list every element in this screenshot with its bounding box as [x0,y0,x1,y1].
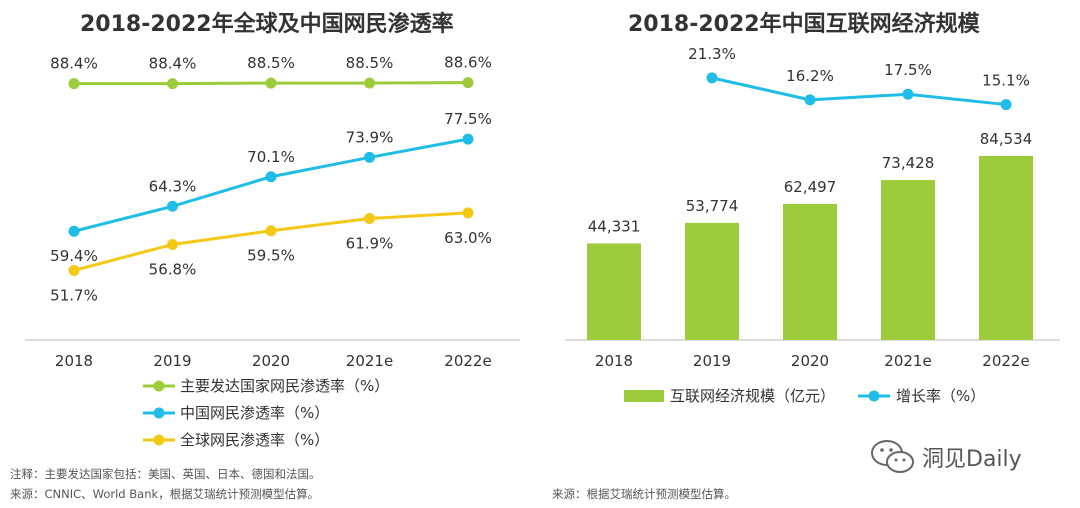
left-chart-title: 2018-2022年全球及中国网民渗透率 [80,12,454,37]
legend-growth-label: 增长率（%） [896,387,985,405]
bar-2 [783,203,837,340]
x-tick-0: 2018 [595,352,633,370]
series-1-label-0: 59.4% [50,247,98,265]
growth-label-1: 21.3% [688,45,736,63]
x-tick-1: 2019 [153,352,191,370]
series-1-label-2: 70.1% [247,148,295,166]
growth-line [711,76,1007,107]
series-0-label-3: 88.5% [346,54,394,72]
series-0-point-1 [167,78,178,90]
series-2-point-2 [265,225,277,237]
legend-label-0: 主要发达国家网民渗透率（%） [180,377,389,395]
right-bar-chart: 44,331 53,774 62,497 73,428 84,534 21.3% 16.2%… [565,45,1060,405]
legend-bar-swatch [624,390,664,402]
x-tick-2: 2020 [252,352,290,370]
series-2-label-2: 59.5% [247,247,295,265]
growth-label-3: 17.5% [884,61,932,79]
x-tick-0: 2018 [55,352,93,370]
growth-point-4 [1000,99,1012,111]
x-tick-3: 2021e [884,352,931,370]
bar-4 [979,155,1033,340]
series-0-label-2: 88.5% [247,54,295,72]
growth-point-1 [706,72,718,84]
series-2-label-0: 51.7% [50,286,98,304]
series-1-point-0 [68,225,80,237]
legend-marker-0 [153,380,165,392]
x-tick-4: 2022e [444,352,491,370]
growth-point-2 [804,94,816,106]
watermark: 洞见Daily [870,438,1022,476]
bar-0 [587,243,641,340]
series-0-label-0: 88.4% [50,55,98,73]
bar-label-2: 62,497 [784,178,837,196]
wechat-icon [871,440,914,473]
legend-growth-marker [868,390,880,402]
x-tick-4: 2022e [982,352,1029,370]
series-2-label-1: 56.8% [149,260,197,278]
bar-label-1: 53,774 [686,197,739,215]
legend-label-1: 中国网民渗透率（%） [180,404,329,422]
left-line-chart: 88.4% 88.4% 88.5% 88.5% 88.6% 59.4% 64.3% 70.1%… [25,54,520,449]
left-note-1: 注释：主要发达国家包括：美国、英国、日本、德国和法国。 [10,467,321,481]
bar-label-4: 84,534 [980,130,1033,148]
x-tick-3: 2021e [346,352,393,370]
series-1-point-3 [364,151,375,163]
series-0-label-1: 88.4% [149,55,197,73]
series-1-point-1 [167,200,178,212]
series-0-label-4: 88.6% [444,54,492,72]
legend-marker-2 [153,434,165,446]
bar-3 [881,180,935,340]
watermark-text: 洞见Daily [922,447,1022,472]
series-0-point-4 [462,77,474,89]
series-1-point-2 [265,171,277,183]
series-0-point-0 [68,78,80,90]
series-2-point-4 [462,207,474,219]
right-note: 来源：根据艾瑞统计预测模型估算。 [552,487,736,501]
growth-point-3 [902,88,914,100]
bar-label-0: 44,331 [588,217,641,235]
series-2-point-3 [364,213,375,225]
bar-label-3: 73,428 [882,154,935,172]
legend-label-2: 全球网民渗透率（%） [180,431,329,449]
x-tick-1: 2019 [693,352,731,370]
series-1-point-4 [462,133,474,145]
series-1-label-3: 73.9% [346,128,394,146]
series-2-point-1 [167,238,178,250]
series-2-label-4: 63.0% [444,229,492,247]
growth-label-2: 16.2% [786,67,834,85]
series-2-point-0 [68,264,80,276]
x-tick-2: 2020 [791,352,829,370]
series-0-point-3 [364,77,375,89]
growth-label-4: 15.1% [982,72,1030,90]
right-chart-title: 2018-2022年中国互联网经济规模 [628,12,980,37]
bar-1 [685,222,739,340]
legend-bar-label: 互联网经济规模（亿元） [670,387,835,405]
series-1-label-1: 64.3% [149,177,197,195]
left-note-2: 来源：CNNIC、World Bank，根据艾瑞统计预测模型估算。 [10,487,320,501]
series-0-point-2 [265,77,277,89]
series-1-label-4: 77.5% [444,110,492,128]
series-2-label-3: 61.9% [346,235,394,253]
legend-marker-1 [153,407,165,419]
